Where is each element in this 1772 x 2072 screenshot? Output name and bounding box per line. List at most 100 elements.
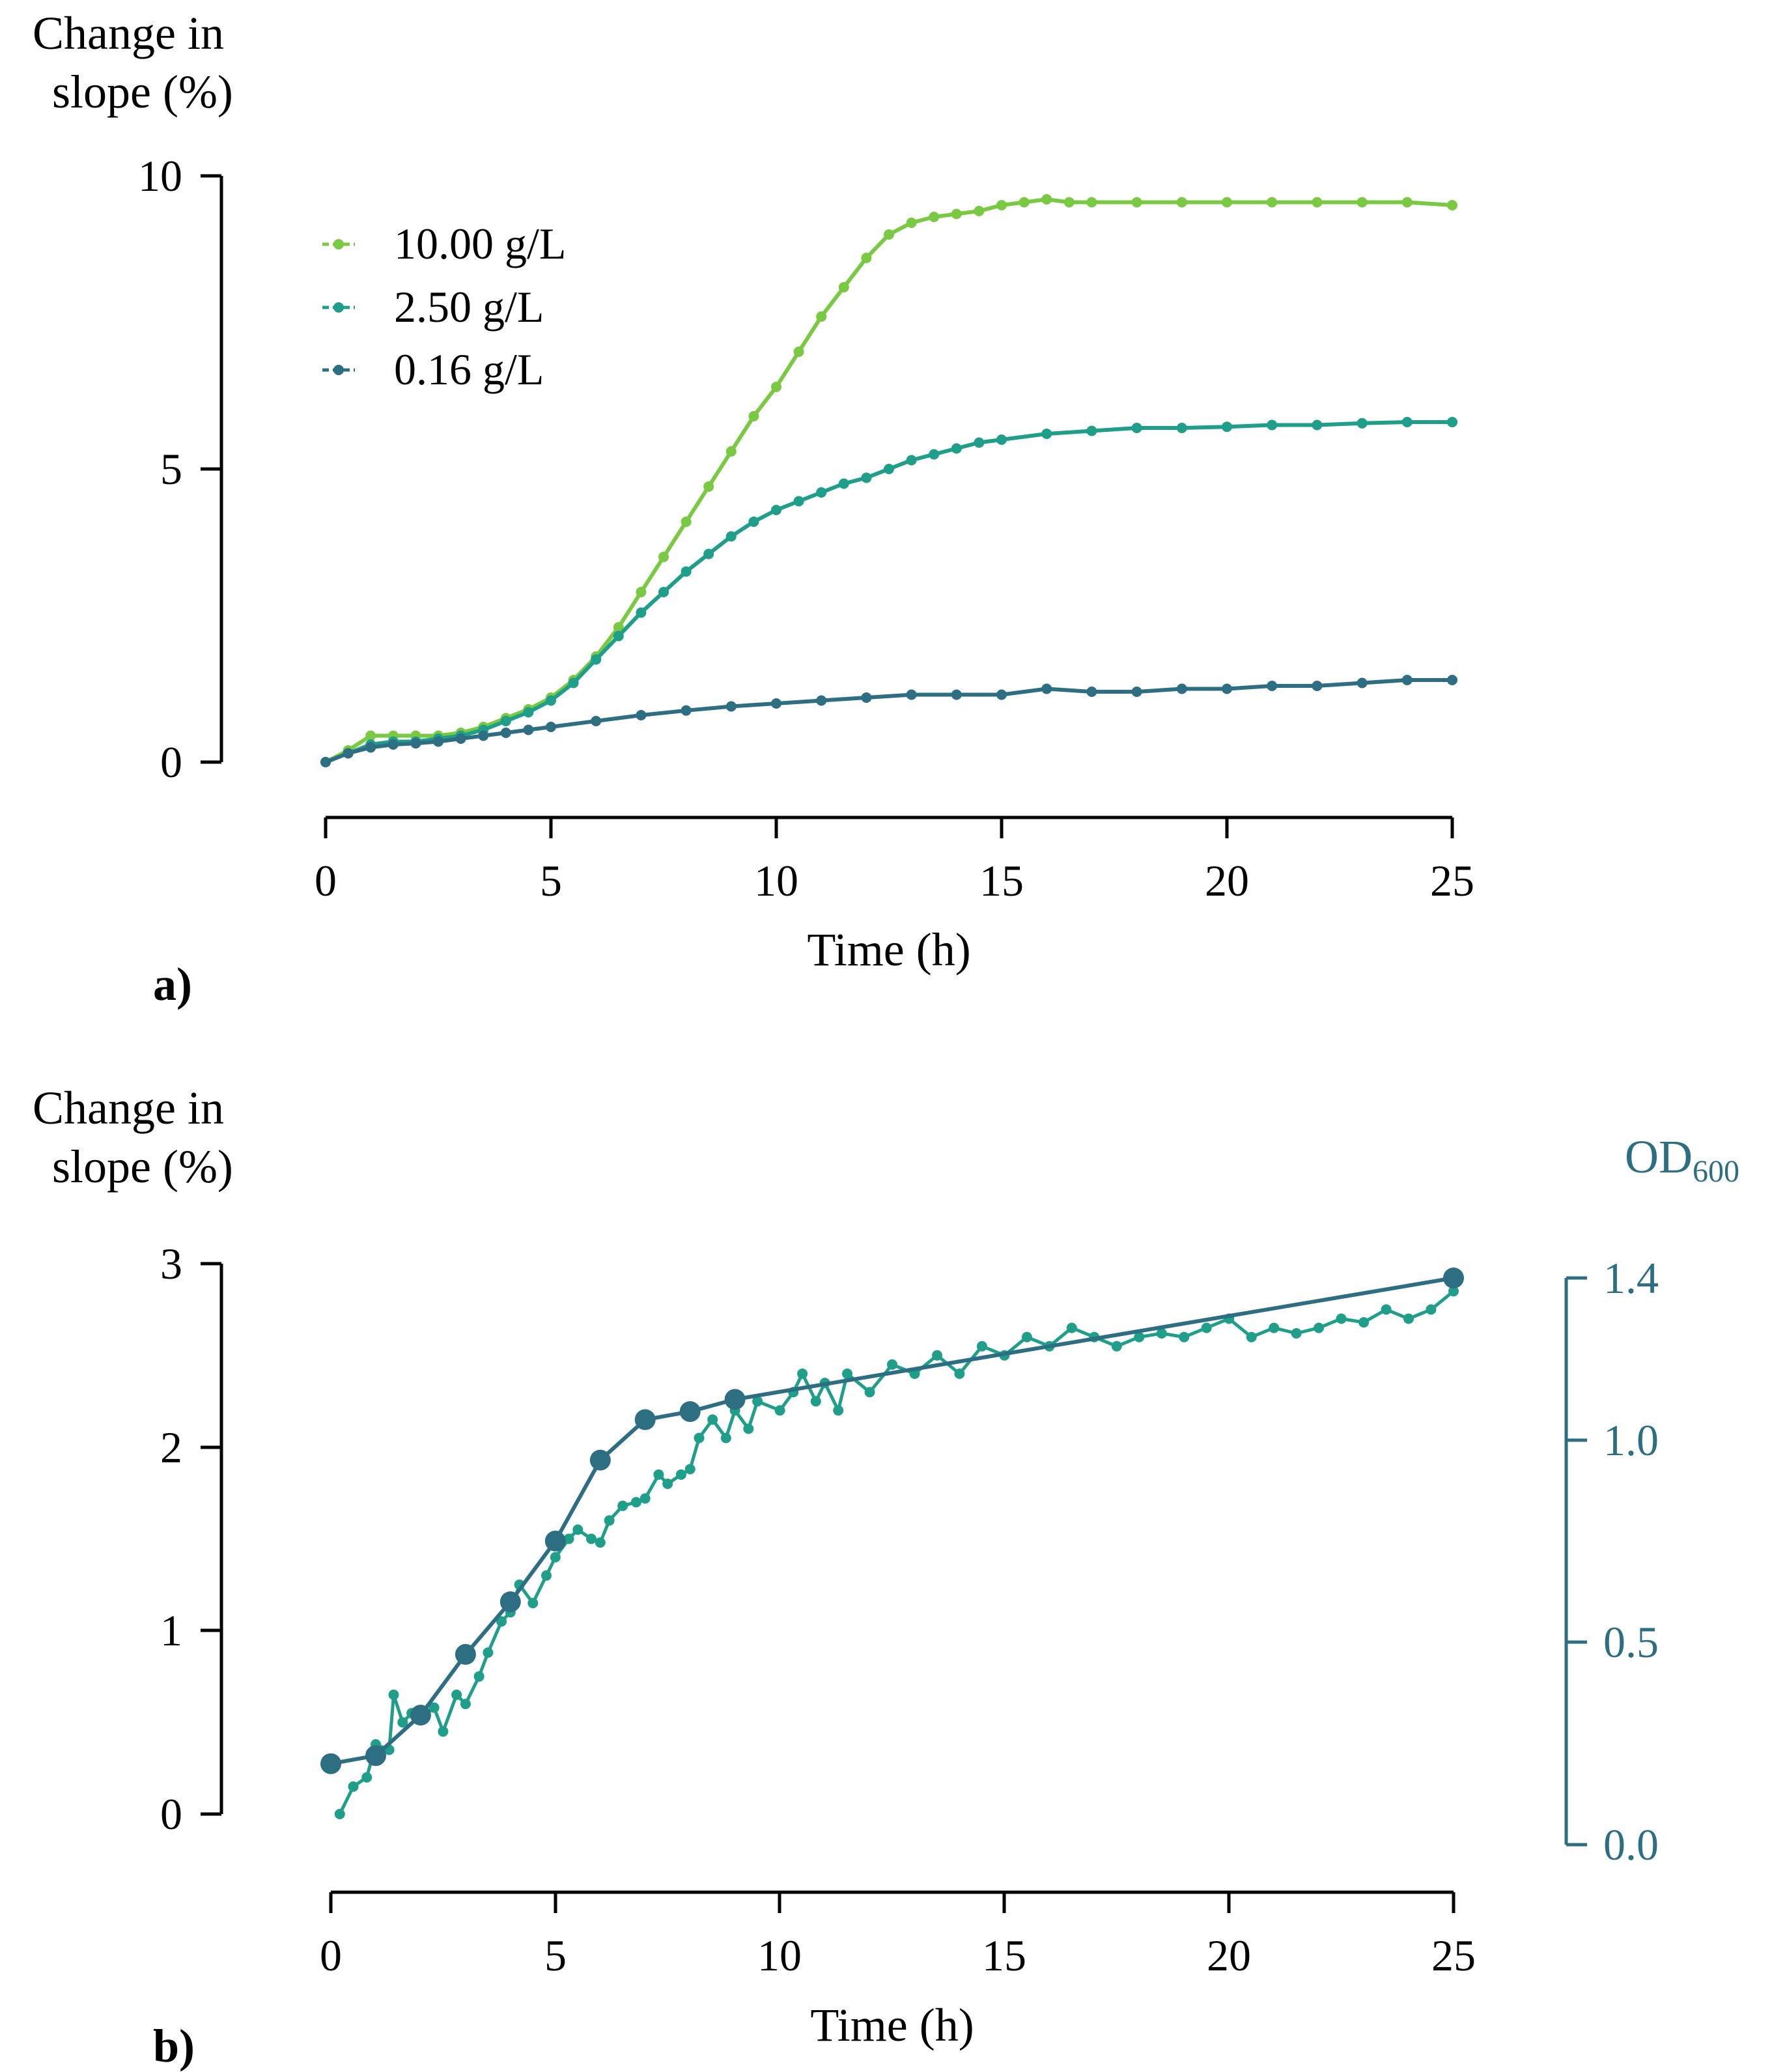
series-2-50-point-36 [1267, 419, 1278, 431]
change-in-slope-series-point-11 [451, 1689, 462, 1700]
panel-b-y2tick-label-0-5: 0.5 [1603, 1617, 1659, 1667]
od600-series-point-4 [499, 1591, 521, 1613]
series-0-16-point-12 [636, 710, 647, 720]
series-10-00-point-23 [838, 282, 849, 292]
panel-b-label: b) [153, 2020, 195, 2072]
series-2-50-point-18 [725, 531, 737, 542]
series-0-16-point-19 [951, 689, 962, 700]
change-in-slope-series-point-41 [797, 1369, 808, 1379]
series-10-00-point-41 [1401, 197, 1413, 208]
od-label-main: OD [1625, 1131, 1693, 1183]
change-in-slope-series-point-68 [1358, 1317, 1370, 1328]
series-0-16-point-26 [1267, 681, 1278, 691]
series-10-00-point-24 [861, 253, 872, 263]
change-in-slope-series-point-22 [572, 1524, 584, 1535]
od600-series-point-0 [320, 1753, 341, 1774]
panel-a-series-group [320, 194, 1457, 767]
change-in-slope-series-point-1 [348, 1781, 359, 1792]
series-10-00-point-35 [1131, 197, 1142, 208]
series-10-00-point-29 [974, 206, 985, 216]
panel-b-series-group [320, 1268, 1464, 1819]
series-0-16-point-17 [861, 692, 872, 703]
change-in-slope-series-point-35 [720, 1432, 731, 1443]
change-in-slope-series-point-49 [932, 1350, 942, 1361]
series-2-50-point-31 [1041, 429, 1052, 439]
change-in-slope-series-point-14 [483, 1647, 494, 1658]
series-10-00-point-16 [681, 517, 692, 527]
change-in-slope-series-point-13 [473, 1671, 485, 1682]
series-2-50-point-10 [546, 695, 556, 706]
series-10-00-point-15 [658, 552, 669, 562]
series-10-00-point-31 [1019, 197, 1030, 208]
series-10-00-point-33 [1063, 197, 1075, 208]
panel-a-ylabel-line-1: Change in [33, 7, 224, 59]
series-0-16-point-7 [478, 730, 489, 741]
legend-marker-10-00 [333, 239, 344, 249]
series-10-00-point-42 [1447, 200, 1457, 210]
series-2-50-point-16 [681, 566, 692, 577]
series-0-16-point-3 [387, 739, 399, 750]
panel-b-xtick-label-0: 0 [320, 1931, 342, 1980]
change-in-slope-series-point-26 [617, 1500, 628, 1511]
series-10-00-point-20 [771, 382, 781, 392]
series-10-00-point-17 [703, 481, 714, 492]
series-0-16-point-24 [1176, 683, 1187, 694]
series-0-16-point-27 [1312, 681, 1323, 691]
change-in-slope-series-point-58 [1134, 1331, 1145, 1342]
series-2-50-point-39 [1401, 417, 1413, 427]
panel-a-xtick-label-5: 5 [540, 856, 562, 905]
change-in-slope-series-point-53 [1021, 1331, 1032, 1342]
change-in-slope-series-point-50 [954, 1369, 965, 1379]
panel-b-xtick-label-15: 15 [982, 1931, 1026, 1980]
series-2-50-point-30 [996, 434, 1007, 445]
change-in-slope-series-point-2 [361, 1772, 373, 1783]
series-0-16-point-22 [1086, 687, 1097, 697]
change-in-slope-series-point-24 [595, 1537, 606, 1548]
series-0-16-point-20 [996, 689, 1007, 700]
panel-a: Change in slope (%) 0 5 10 0 5 10 15 20 … [33, 7, 1474, 1010]
series-0-16-point-11 [591, 716, 602, 726]
series-2-50-point-15 [658, 587, 669, 597]
od600-series-point-5 [544, 1530, 566, 1552]
change-in-slope-series-point-37 [743, 1423, 754, 1434]
od600-series-point-6 [589, 1449, 611, 1471]
series-0-16-point-1 [343, 748, 354, 759]
od600-series-point-2 [410, 1705, 431, 1726]
panel-a-ytick-label-10: 10 [138, 151, 182, 201]
series-10-00-point-32 [1041, 194, 1052, 205]
change-in-slope-series-point-32 [684, 1464, 696, 1475]
panel-b-xtick-label-20: 20 [1207, 1931, 1251, 1980]
change-in-slope-series-point-67 [1336, 1313, 1347, 1324]
panel-b-y2-ticks: 0.0 0.5 1.0 1.4 [1566, 1253, 1659, 1869]
series-2-50-point-24 [861, 472, 872, 483]
change-in-slope-series-point-57 [1111, 1341, 1122, 1352]
series-0-16-point-15 [771, 698, 781, 709]
panel-b-ytick-label-0: 0 [160, 1789, 182, 1839]
legend-marker-2-50 [333, 302, 344, 313]
change-in-slope-series-point-10 [438, 1726, 449, 1737]
change-in-slope-series-point-18 [527, 1598, 539, 1609]
panel-b-xtick-label-25: 25 [1431, 1931, 1476, 1980]
change-in-slope-series-point-59 [1156, 1328, 1167, 1339]
series-10-00-point-27 [929, 212, 940, 222]
series-0-16-point-10 [546, 722, 556, 732]
change-in-slope-series-point-65 [1291, 1328, 1302, 1339]
change-in-slope-series-point-19 [541, 1570, 552, 1581]
series-2-50-point-14 [636, 607, 647, 618]
series-0-16-point-9 [523, 724, 534, 735]
series-0-16-point-28 [1357, 677, 1368, 688]
od600-series-point-1 [365, 1745, 386, 1767]
series-2-50-point-35 [1222, 421, 1232, 433]
change-in-slope-series-point-28 [640, 1493, 651, 1504]
series-10-00-point-19 [748, 411, 759, 421]
change-in-slope-series-point-31 [675, 1469, 686, 1480]
od600-series-point-8 [679, 1401, 701, 1423]
change-in-slope-series-point-44 [833, 1405, 844, 1416]
panel-a-ytick-label-5: 5 [160, 444, 182, 494]
panel-b-ytick-label-2: 2 [160, 1423, 182, 1472]
panel-a-x-ticks: 0 5 10 15 20 25 [315, 817, 1474, 905]
change-in-slope-series-point-64 [1269, 1322, 1280, 1333]
series-2-50-point-29 [974, 437, 985, 448]
change-in-slope-series-point-12 [460, 1699, 471, 1709]
change-in-slope-series-point-45 [842, 1369, 852, 1379]
